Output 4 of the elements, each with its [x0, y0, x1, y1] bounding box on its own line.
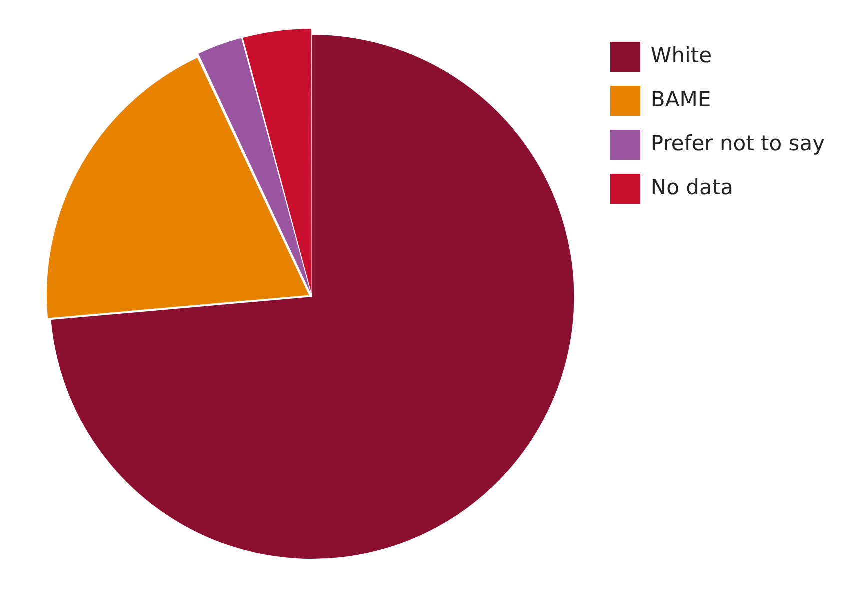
legend-label: White [650, 43, 712, 68]
legend-label: No data [650, 175, 734, 200]
legend-label: Prefer not to say [650, 131, 826, 156]
legend-label: BAME [650, 87, 712, 112]
